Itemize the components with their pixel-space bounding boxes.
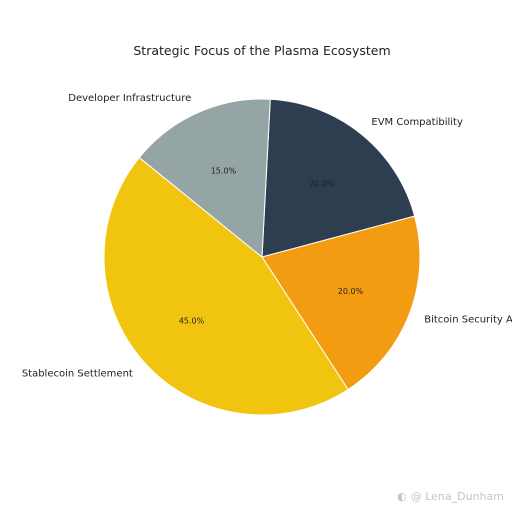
pie-slice-developer-infrastructure bbox=[138, 98, 271, 259]
slice-percent-label: 20.0% bbox=[309, 179, 335, 188]
slice-category-label: Developer Infrastructure bbox=[68, 93, 191, 104]
weibo-icon: ◐ bbox=[397, 490, 407, 503]
chart-title: Strategic Focus of the Plasma Ecosystem bbox=[133, 43, 390, 58]
watermark: ◐ @ Lena_Dunham bbox=[397, 490, 504, 503]
pie-slice-evm-compatibility bbox=[261, 98, 416, 258]
slice-percent-label: 20.0% bbox=[338, 287, 364, 296]
watermark-text: @ Lena_Dunham bbox=[410, 490, 504, 503]
pie-slice-stablecoin-settlement bbox=[103, 156, 349, 416]
slice-category-label: Bitcoin Security Ar bbox=[424, 314, 512, 325]
pie-labels: 20.0% EVM Compatibility 20.0% Bitcoin Secur… bbox=[22, 93, 512, 379]
pie-slices bbox=[103, 98, 421, 416]
slice-category-label: EVM Compatibility bbox=[371, 117, 463, 128]
pie-slice-bitcoin-security-ar bbox=[261, 215, 421, 391]
slice-category-label: Stablecoin Settlement bbox=[22, 368, 133, 379]
slice-percent-label: 15.0% bbox=[211, 166, 237, 175]
slice-percent-label: 45.0% bbox=[179, 316, 205, 325]
